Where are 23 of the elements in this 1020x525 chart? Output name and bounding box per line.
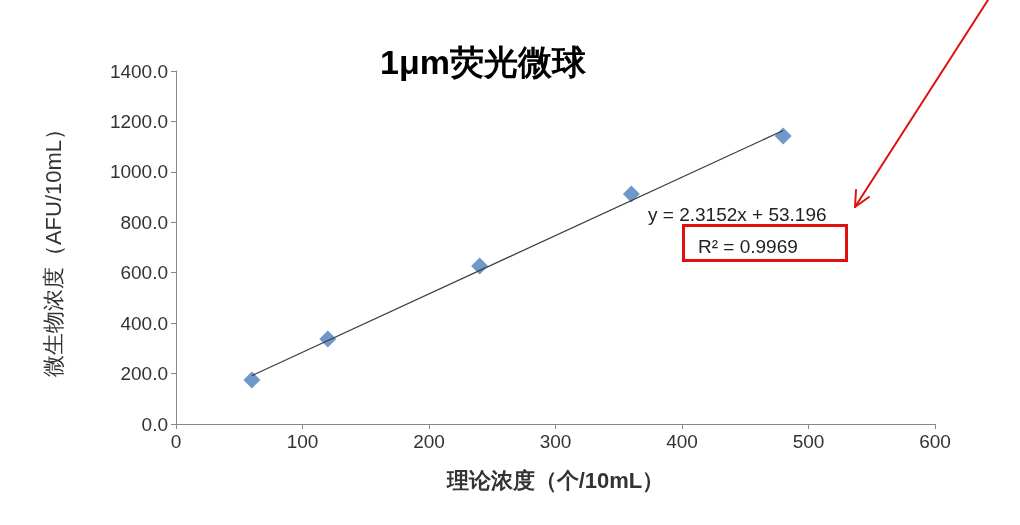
y-tick-label: 400.0 (120, 312, 168, 334)
point (774, 127, 792, 145)
x-tick-label: 200 (413, 431, 445, 452)
y-tick-label: 1400.0 (109, 60, 168, 82)
chart-title: 1μm荧光微球 (380, 43, 587, 81)
point (243, 371, 261, 389)
x-axis-title: 理论浓度（个/10mL） (445, 467, 665, 493)
y-tick-label: 200.0 (120, 363, 168, 385)
x-tick-label: 400 (666, 431, 698, 452)
x-tick-label: 300 (539, 431, 572, 452)
x-tick-label: 500 (792, 431, 825, 452)
point (622, 185, 640, 203)
x-tick-label: 600 (919, 431, 951, 452)
annotation: R² = 0.9969 (698, 236, 798, 257)
y-tick-label: 600.0 (120, 262, 168, 284)
y-tick-label: 800.0 (120, 211, 168, 233)
annotation: y = 2.3152x + 53.196 (648, 204, 827, 225)
x-tick-label: 100 (286, 431, 319, 452)
y-tick-label: 1200.0 (109, 110, 168, 132)
x-tick-label: 0 (170, 431, 182, 452)
y-axis-title: 微生物浓度（AFU/10mL） (40, 117, 66, 378)
y-tick-label: 0.0 (141, 413, 168, 435)
y-tick-label: 1000.0 (109, 161, 168, 183)
